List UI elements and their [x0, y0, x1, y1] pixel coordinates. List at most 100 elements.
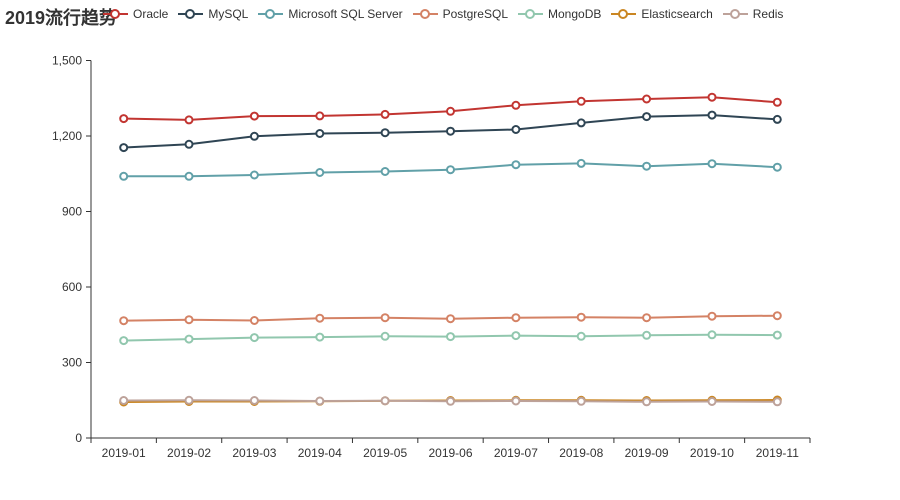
data-point-postgresql[interactable]	[772, 311, 782, 321]
data-point-oracle[interactable]	[511, 100, 521, 110]
data-point-mongodb[interactable]	[707, 330, 717, 340]
data-point-postgresql[interactable]	[184, 315, 194, 325]
line-marker-icon	[722, 9, 748, 19]
data-point-postgresql[interactable]	[511, 313, 521, 323]
data-point-redis[interactable]	[707, 397, 717, 406]
data-point-mongodb[interactable]	[119, 336, 129, 346]
data-point-mysql[interactable]	[184, 139, 194, 149]
x-axis-label: 2019-02	[167, 446, 211, 460]
data-point-oracle[interactable]	[184, 115, 194, 125]
data-point-microsoft-sql-server[interactable]	[446, 165, 455, 175]
data-point-mysql[interactable]	[576, 118, 586, 128]
data-point-postgresql[interactable]	[315, 313, 325, 323]
legend-label: MongoDB	[548, 7, 602, 21]
line-marker-icon	[518, 9, 543, 19]
x-axis-label: 2019-10	[690, 446, 734, 460]
data-point-microsoft-sql-server[interactable]	[642, 161, 652, 171]
data-point-mysql[interactable]	[380, 128, 390, 138]
x-axis-label: 2019-03	[232, 446, 276, 460]
data-point-mongodb[interactable]	[380, 331, 390, 341]
data-point-oracle[interactable]	[446, 106, 455, 116]
data-point-redis[interactable]	[119, 396, 129, 405]
legend-label: Microsoft SQL Server	[288, 7, 403, 21]
chart-title: 2019流行趋势	[5, 8, 118, 28]
data-point-postgresql[interactable]	[380, 313, 390, 323]
y-axis-label: 1,500	[52, 54, 82, 68]
x-axis-label: 2019-05	[363, 446, 407, 460]
data-point-redis[interactable]	[184, 395, 194, 405]
data-point-mongodb[interactable]	[576, 331, 586, 341]
x-axis-label: 2019-06	[428, 446, 472, 460]
x-axis-label: 2019-01	[102, 446, 146, 460]
data-point-microsoft-sql-server[interactable]	[380, 167, 390, 176]
data-point-oracle[interactable]	[576, 96, 586, 106]
data-point-mongodb[interactable]	[446, 332, 455, 342]
data-point-redis[interactable]	[315, 396, 325, 406]
legend-label: PostgreSQL	[442, 7, 508, 21]
data-point-microsoft-sql-server[interactable]	[315, 168, 325, 177]
data-point-redis[interactable]	[642, 397, 652, 407]
legend-item-oracle[interactable]: Oracle	[103, 7, 168, 21]
data-point-mongodb[interactable]	[315, 332, 325, 342]
data-point-microsoft-sql-server[interactable]	[772, 162, 782, 172]
line-marker-icon	[412, 9, 438, 19]
data-point-microsoft-sql-server[interactable]	[511, 160, 521, 170]
line-marker-icon	[611, 9, 637, 19]
data-point-mysql[interactable]	[446, 126, 455, 136]
legend-item-mongodb[interactable]: MongoDB	[518, 7, 601, 21]
data-point-mongodb[interactable]	[772, 330, 782, 340]
data-point-oracle[interactable]	[772, 97, 782, 107]
data-point-postgresql[interactable]	[446, 314, 455, 324]
data-point-oracle[interactable]	[380, 109, 390, 119]
data-point-mongodb[interactable]	[184, 334, 194, 344]
x-axis-label: 2019-04	[298, 446, 342, 460]
data-point-redis[interactable]	[511, 396, 521, 406]
legend-label: Redis	[752, 7, 784, 21]
data-point-postgresql[interactable]	[707, 311, 717, 321]
data-point-redis[interactable]	[446, 396, 455, 406]
y-axis-label: 0	[75, 431, 82, 445]
data-point-oracle[interactable]	[249, 111, 259, 121]
x-axis-label: 2019-07	[494, 446, 538, 460]
data-point-mysql[interactable]	[249, 131, 259, 141]
data-point-postgresql[interactable]	[642, 313, 652, 323]
data-point-microsoft-sql-server[interactable]	[119, 171, 129, 181]
data-point-oracle[interactable]	[642, 94, 652, 104]
data-point-mongodb[interactable]	[511, 331, 521, 341]
data-point-mysql[interactable]	[772, 114, 782, 124]
legend-item-postgresql[interactable]: PostgreSQL	[412, 7, 508, 21]
data-point-mongodb[interactable]	[249, 333, 259, 343]
data-point-oracle[interactable]	[707, 92, 717, 102]
data-point-microsoft-sql-server[interactable]	[249, 170, 259, 180]
y-axis-label: 1,200	[52, 129, 82, 143]
data-point-microsoft-sql-server[interactable]	[184, 171, 194, 181]
legend-item-elasticsearch[interactable]: Elasticsearch	[611, 7, 713, 21]
x-axis-label: 2019-09	[625, 446, 669, 460]
data-point-redis[interactable]	[576, 396, 586, 406]
data-point-mysql[interactable]	[707, 110, 717, 120]
data-point-redis[interactable]	[772, 397, 782, 407]
legend-item-microsoft-sql-server[interactable]: Microsoft SQL Server	[258, 7, 403, 21]
data-point-oracle[interactable]	[119, 114, 129, 124]
data-point-mysql[interactable]	[511, 125, 521, 134]
y-axis-label: 300	[62, 356, 82, 370]
legend-item-redis[interactable]: Redis	[722, 7, 784, 21]
legend-label: Oracle	[133, 7, 169, 21]
data-point-postgresql[interactable]	[576, 312, 586, 322]
data-point-redis[interactable]	[380, 396, 390, 406]
data-point-oracle[interactable]	[315, 111, 325, 121]
data-point-mongodb[interactable]	[642, 330, 652, 340]
legend-item-mysql[interactable]: MySQL	[178, 7, 248, 21]
data-point-postgresql[interactable]	[119, 316, 129, 326]
data-point-mysql[interactable]	[642, 112, 652, 122]
data-point-mysql[interactable]	[315, 129, 325, 138]
data-point-postgresql[interactable]	[249, 316, 259, 325]
line-marker-icon	[178, 9, 204, 19]
legend-label: MySQL	[208, 7, 249, 21]
data-point-microsoft-sql-server[interactable]	[707, 159, 717, 169]
data-point-microsoft-sql-server[interactable]	[576, 158, 586, 168]
data-point-mysql[interactable]	[119, 143, 129, 153]
data-point-redis[interactable]	[249, 396, 259, 405]
